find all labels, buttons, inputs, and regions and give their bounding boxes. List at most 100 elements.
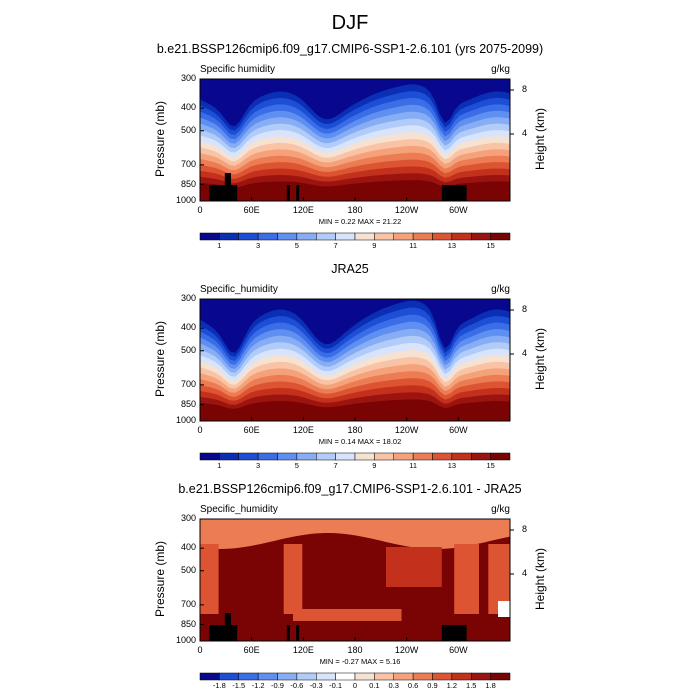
x-tick-label: 60E — [243, 645, 260, 655]
y-tick-label: 400 — [180, 542, 196, 553]
colorbar-label: 7 — [333, 461, 338, 470]
y-right-tick-label: 8 — [522, 304, 528, 314]
x-tick-label: 120W — [394, 205, 419, 215]
colorbar-3 — [199, 672, 511, 681]
x-tick-label: 60E — [243, 425, 260, 435]
colorbar-label: 7 — [333, 241, 338, 250]
land-mask — [224, 613, 231, 641]
y-tick-label: 300 — [180, 73, 196, 83]
colorbar-swatch — [451, 672, 472, 681]
colorbar-swatch — [335, 232, 356, 241]
contour-band — [200, 519, 510, 549]
min-max-label: MIN = 0.22 MAX = 21.22 — [318, 217, 402, 226]
x-tick-label: 120W — [394, 425, 419, 435]
y-tick-label: 400 — [180, 322, 196, 333]
colorbar-label: 0.6 — [407, 681, 419, 690]
contour-band — [498, 601, 510, 617]
x-tick-label: 0 — [197, 205, 203, 215]
y-tick-label: 500 — [180, 564, 196, 575]
difference-field — [200, 519, 510, 641]
colorbar-swatch — [374, 452, 394, 461]
colorbar-label: 3 — [256, 461, 261, 470]
colorbar-swatch — [316, 452, 336, 461]
y-axis-right-title: Height (km) — [533, 108, 547, 171]
plot-area-2 — [199, 298, 514, 422]
y-tick-label: 850 — [180, 398, 196, 409]
y-tick-label: 700 — [180, 378, 196, 389]
colorbar-swatch — [432, 452, 453, 461]
contour-band — [200, 544, 219, 614]
y-axis-title: Pressure (mb) — [153, 321, 167, 398]
colorbar-label: 3 — [256, 241, 261, 250]
panel-title: JRA25 — [331, 262, 369, 276]
min-max-label: MIN = 0.14 MAX = 18.02 — [318, 437, 402, 446]
colorbar-label: 0 — [352, 681, 358, 690]
colorbar-label: 13 — [447, 241, 457, 250]
y-right-tick-label: 4 — [522, 348, 528, 358]
land-mask — [286, 625, 290, 641]
colorbar-label: -0.9 — [271, 681, 284, 690]
y-right-tick-label: 4 — [522, 128, 528, 138]
variable-label: Specific_humidity — [200, 504, 278, 515]
colorbar-swatch — [219, 232, 239, 241]
colorbar-swatch — [277, 452, 298, 461]
colorbar-swatch — [354, 672, 375, 681]
land-mask — [286, 185, 290, 201]
colorbar-label: 1.8 — [485, 681, 496, 690]
colorbar-label: 1 — [217, 241, 222, 250]
x-tick-label: 180 — [347, 645, 363, 655]
colorbar-swatch — [199, 452, 220, 461]
x-tick-label: 180 — [347, 425, 363, 435]
colorbar-label: 1.2 — [446, 681, 458, 690]
colorbar-swatch — [412, 452, 433, 461]
colorbar-label: -1.8 — [212, 681, 226, 690]
main-title: DJF — [331, 12, 369, 34]
x-tick-label: 120E — [292, 205, 314, 215]
land-mask — [209, 625, 238, 641]
colorbar-swatch — [316, 672, 336, 681]
x-tick-label: 60W — [449, 645, 468, 655]
colorbar-label: -0.6 — [290, 681, 304, 690]
y-axis-title: Pressure (mb) — [153, 541, 167, 618]
variable-label: Specific humidity — [200, 64, 276, 75]
x-tick-label: 0 — [197, 645, 203, 655]
y-tick-label: 700 — [180, 598, 196, 609]
contour-band — [200, 399, 510, 421]
units-label: g/kg — [491, 284, 510, 295]
y-axis-right-title: Height (km) — [533, 548, 547, 611]
land-mask — [224, 173, 231, 201]
contour-band — [200, 180, 510, 201]
colorbar-label: 9 — [372, 241, 377, 250]
units-label: g/kg — [491, 64, 510, 75]
colorbar-swatch — [277, 232, 298, 241]
colorbar-swatch — [335, 452, 356, 461]
colorbar-swatch — [374, 232, 394, 241]
colorbar-swatch — [451, 452, 472, 461]
y-axis-right-title: Height (km) — [533, 328, 547, 391]
colorbar-label: -1.2 — [251, 681, 265, 690]
colorbar-swatch — [451, 232, 472, 241]
x-tick-label: 0 — [197, 425, 203, 435]
colorbar-label: -1.5 — [232, 681, 246, 690]
colorbar-swatch — [238, 232, 259, 241]
colorbar-swatch — [374, 672, 394, 681]
colorbar-label: 0.9 — [427, 681, 438, 690]
colorbar-swatch — [471, 452, 491, 461]
y-axis-title: Pressure (mb) — [153, 101, 167, 178]
colorbar-label: 5 — [294, 461, 299, 470]
colorbar-swatch — [316, 232, 336, 241]
y-tick-label: 300 — [180, 513, 196, 523]
contour-band — [293, 609, 402, 621]
colorbar-swatch — [199, 232, 220, 241]
colorbar-swatch — [393, 672, 414, 681]
colorbar-2 — [199, 452, 511, 461]
colorbar-swatch — [393, 232, 414, 241]
colorbar-swatch — [257, 232, 278, 241]
colorbar-swatch — [277, 672, 298, 681]
colorbar-swatch — [393, 452, 414, 461]
colorbar-label: 1.5 — [466, 681, 477, 690]
colorbar-label: 15 — [486, 461, 495, 470]
colorbar-label: 0.1 — [369, 681, 380, 690]
min-max-label: MIN = -0.27 MAX = 5.16 — [319, 657, 401, 666]
